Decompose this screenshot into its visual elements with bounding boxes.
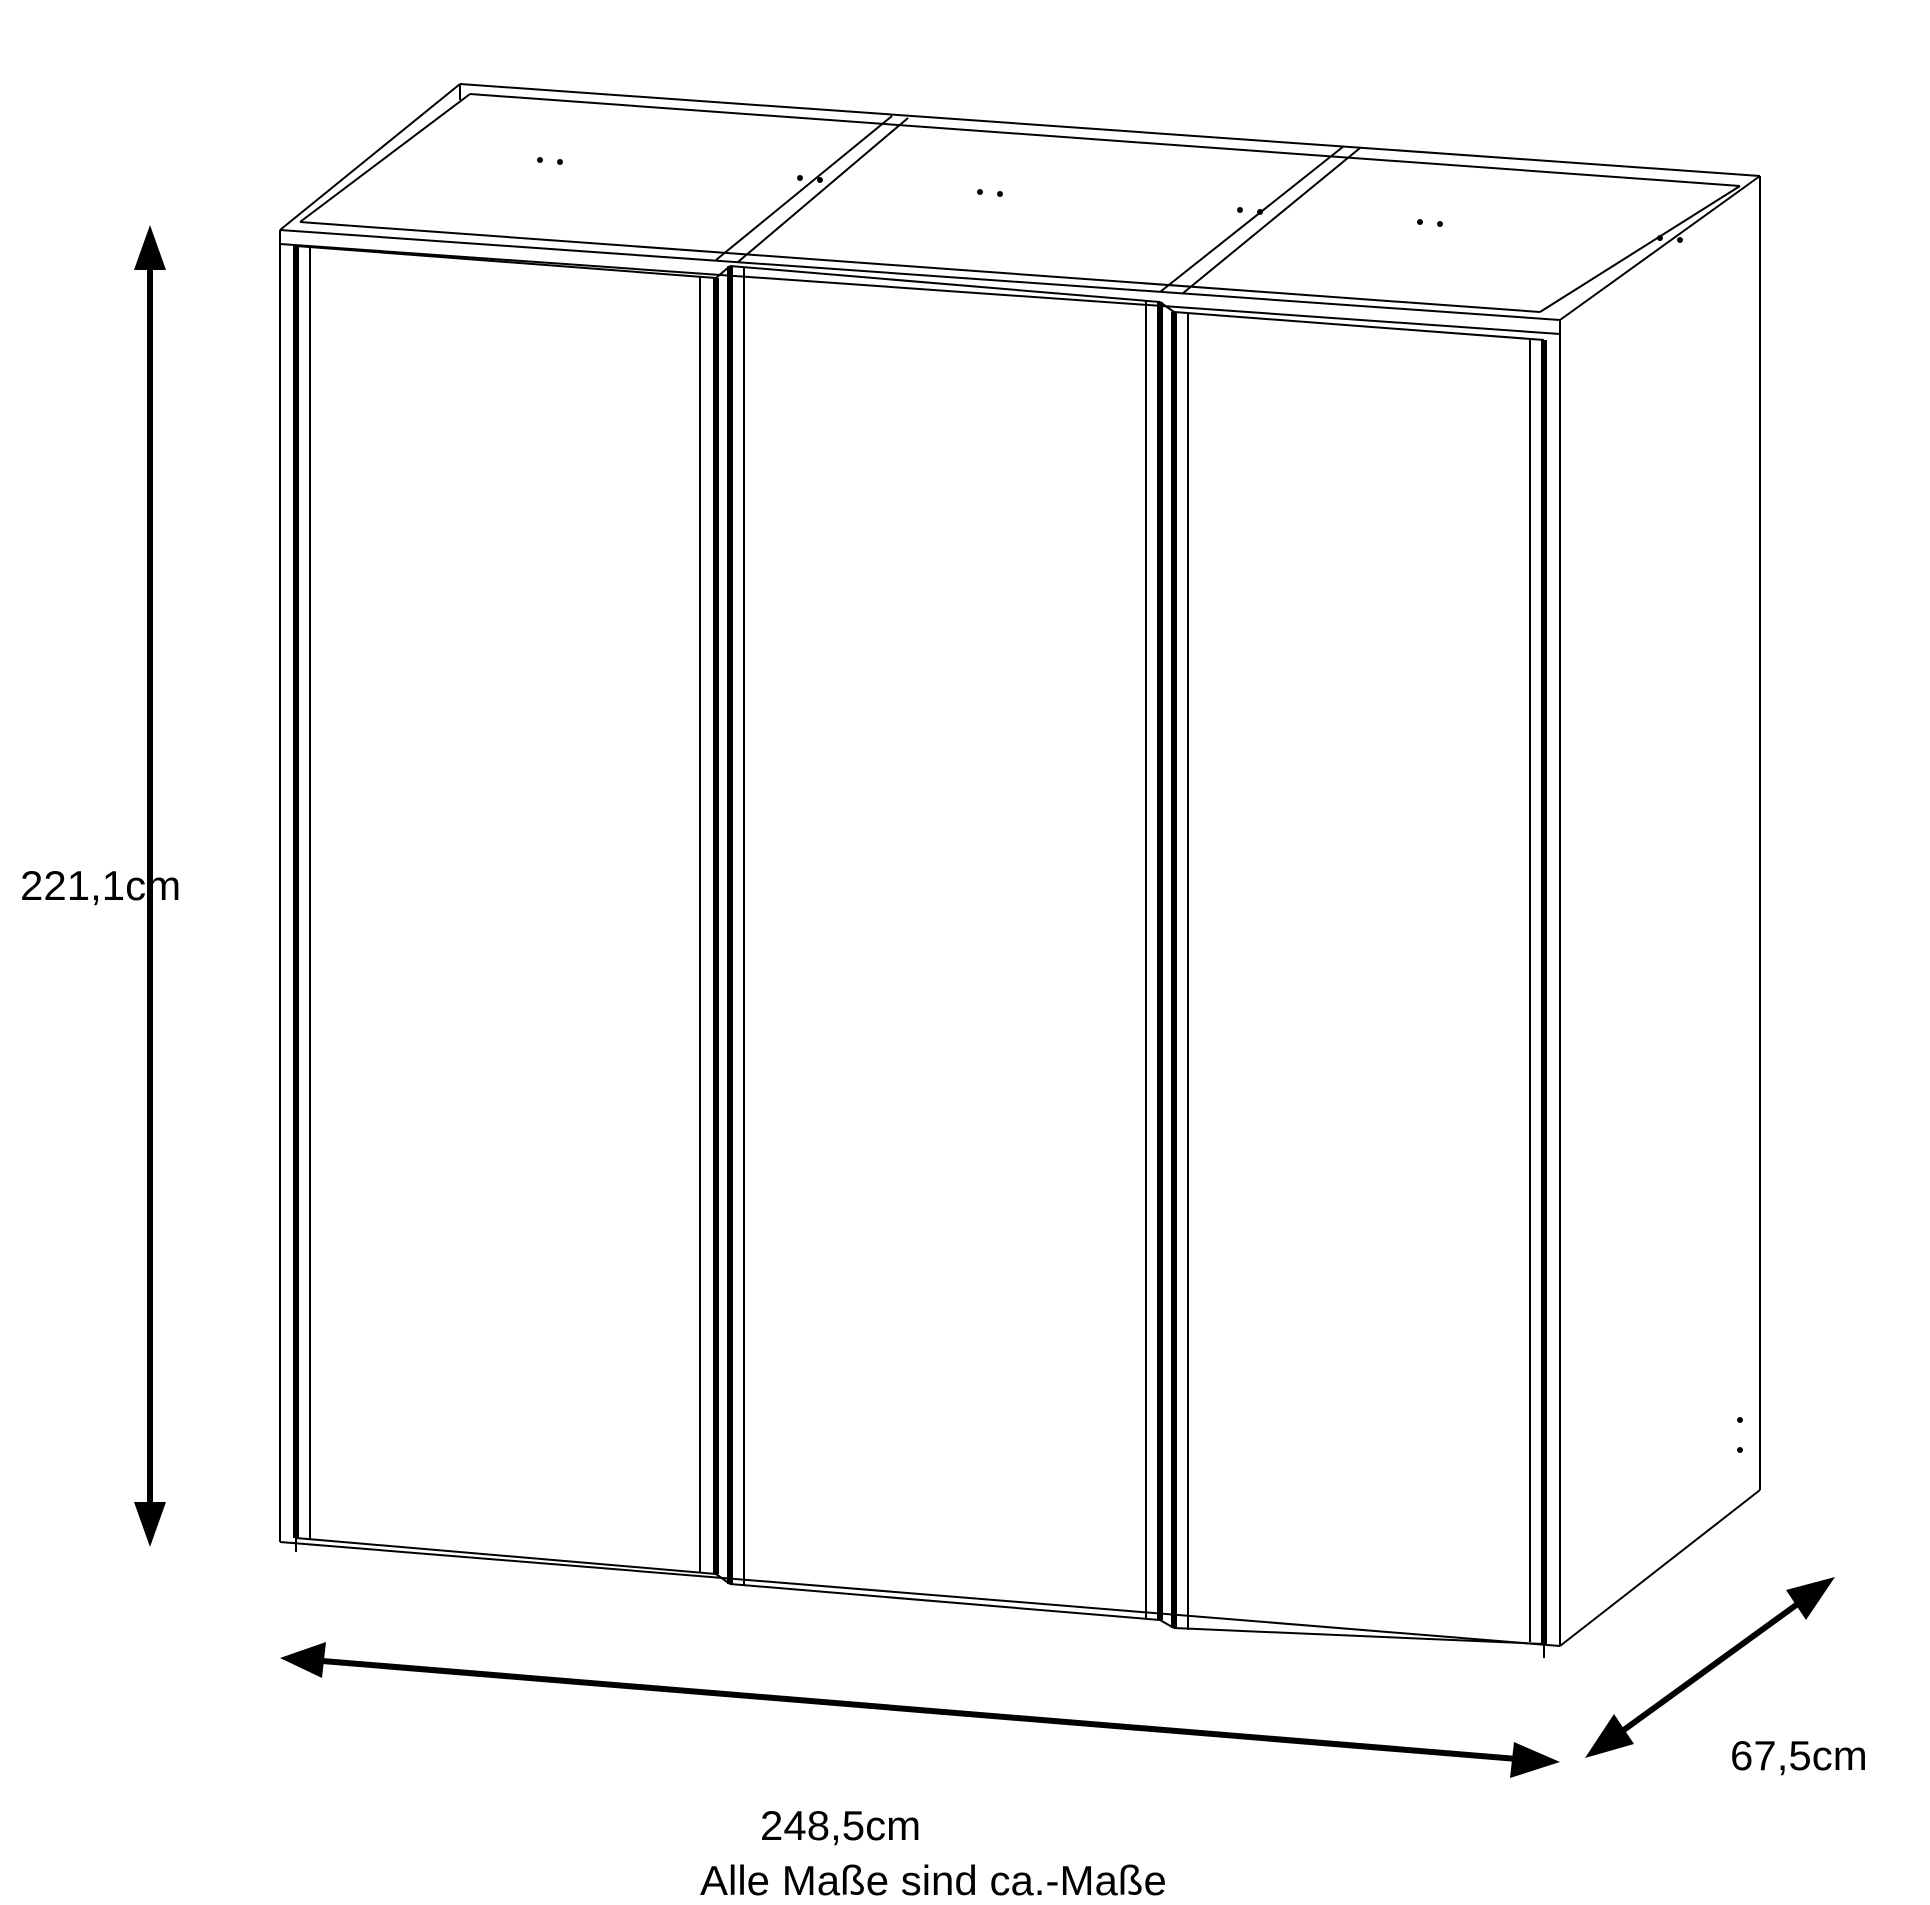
cabinet-outline [280, 84, 1760, 1658]
wardrobe-dimension-diagram: 221,1cm 248,5cm 67,5cm Alle Maße sind ca… [0, 0, 1930, 1905]
dimension-width: 248,5cm [280, 1642, 1560, 1849]
width-label: 248,5cm [760, 1802, 921, 1849]
dimension-height: 221,1cm [20, 225, 181, 1547]
depth-label: 67,5cm [1730, 1732, 1868, 1779]
door-left [296, 246, 716, 1574]
door-right [1174, 312, 1544, 1644]
door-middle [716, 266, 1174, 1628]
height-label: 221,1cm [20, 862, 181, 909]
footer-note: Alle Maße sind ca.-Maße [700, 1857, 1167, 1904]
dimension-depth: 67,5cm [1585, 1577, 1868, 1779]
